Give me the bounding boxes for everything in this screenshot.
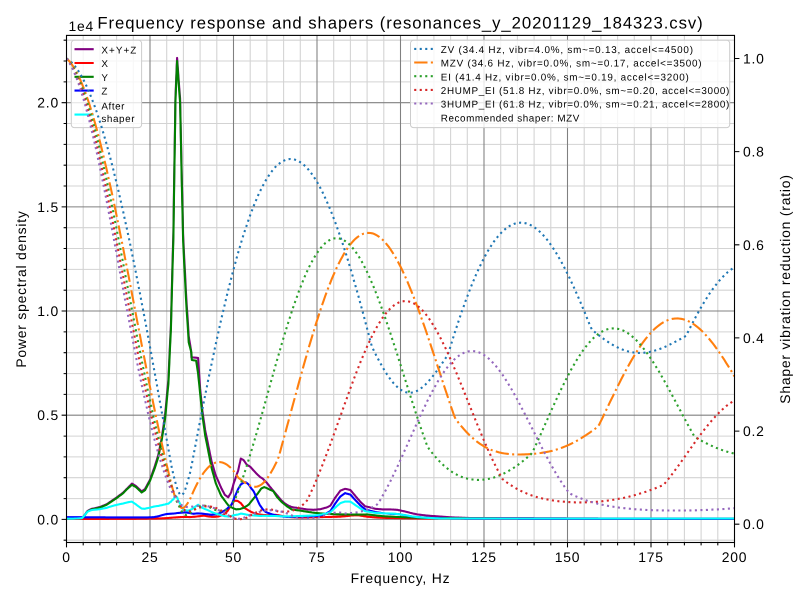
svg-text:1.5: 1.5 bbox=[37, 199, 59, 215]
svg-text:0.5: 0.5 bbox=[37, 407, 59, 423]
svg-text:0.8: 0.8 bbox=[743, 144, 765, 160]
svg-text:100: 100 bbox=[388, 549, 414, 565]
svg-text:X: X bbox=[101, 59, 108, 70]
svg-text:Power spectral density: Power spectral density bbox=[13, 210, 29, 367]
svg-text:0.0: 0.0 bbox=[743, 516, 765, 532]
svg-text:After: After bbox=[101, 102, 125, 113]
svg-text:ZV (34.4 Hz, vibr=4.0%, sm~=0.: ZV (34.4 Hz, vibr=4.0%, sm~=0.13, accel<… bbox=[441, 45, 694, 56]
svg-text:0.0: 0.0 bbox=[37, 511, 59, 527]
svg-text:Frequency response and shapers: Frequency response and shapers (resonanc… bbox=[97, 13, 703, 32]
svg-text:Recommended shaper: MZV: Recommended shaper: MZV bbox=[441, 113, 580, 124]
svg-text:25: 25 bbox=[141, 549, 158, 565]
svg-text:125: 125 bbox=[471, 549, 497, 565]
svg-text:75: 75 bbox=[308, 549, 325, 565]
svg-text:175: 175 bbox=[638, 549, 664, 565]
svg-text:50: 50 bbox=[225, 549, 242, 565]
svg-text:2.0: 2.0 bbox=[37, 95, 59, 111]
svg-text:0: 0 bbox=[62, 549, 71, 565]
svg-text:150: 150 bbox=[555, 549, 581, 565]
svg-text:shaper: shaper bbox=[101, 114, 135, 125]
svg-text:0.4: 0.4 bbox=[743, 330, 765, 346]
svg-text:EI (41.4 Hz, vibr=0.0%, sm~=0.: EI (41.4 Hz, vibr=0.0%, sm~=0.19, accel<… bbox=[441, 72, 690, 83]
svg-text:Shaper vibration reduction (ra: Shaper vibration reduction (ratio) bbox=[777, 174, 793, 404]
svg-text:Frequency, Hz: Frequency, Hz bbox=[351, 570, 451, 586]
svg-text:MZV (34.6 Hz, vibr=0.0%, sm~=0: MZV (34.6 Hz, vibr=0.0%, sm~=0.17, accel… bbox=[441, 59, 703, 70]
svg-text:0.6: 0.6 bbox=[743, 237, 765, 253]
svg-text:Y: Y bbox=[101, 73, 108, 84]
svg-text:1e4: 1e4 bbox=[69, 18, 95, 34]
svg-text:200: 200 bbox=[722, 549, 748, 565]
svg-text:2HUMP_EI (51.8 Hz, vibr=0.0%,: 2HUMP_EI (51.8 Hz, vibr=0.0%, sm~=0.20, … bbox=[441, 86, 730, 97]
svg-text:0.2: 0.2 bbox=[743, 423, 765, 439]
svg-text:1.0: 1.0 bbox=[37, 303, 59, 319]
svg-text:3HUMP_EI (61.8 Hz, vibr=0.0%,: 3HUMP_EI (61.8 Hz, vibr=0.0%, sm~=0.21, … bbox=[441, 100, 730, 111]
svg-text:X+Y+Z: X+Y+Z bbox=[101, 45, 137, 56]
svg-text:1.0: 1.0 bbox=[743, 51, 765, 67]
svg-text:Z: Z bbox=[101, 87, 107, 98]
